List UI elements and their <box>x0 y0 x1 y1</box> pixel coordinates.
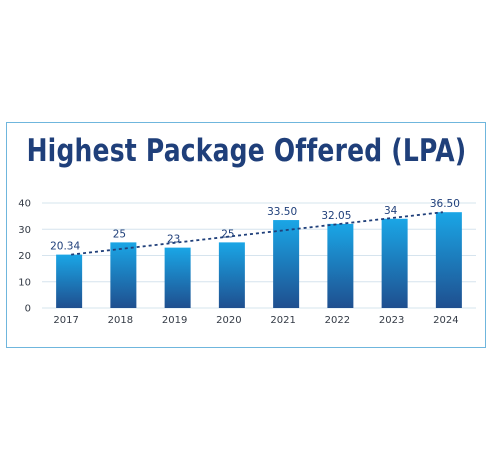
chart-title: Highest Package Offered (LPA) <box>26 132 467 169</box>
x-tick-label: 2018 <box>108 315 133 326</box>
bars <box>56 212 462 308</box>
bar-2022 <box>327 223 354 308</box>
x-tick-label: 2017 <box>53 315 78 326</box>
bar-2024 <box>435 212 462 308</box>
data-label: 23 <box>167 234 180 246</box>
bar-2019 <box>164 247 191 308</box>
data-label: 33.50 <box>267 206 297 218</box>
y-tick-label: 20 <box>18 251 31 262</box>
x-tick-label: 2021 <box>270 315 295 326</box>
y-tick-label: 10 <box>18 277 31 288</box>
x-axis: 2017 2018 2019 2020 2021 2022 2023 2024 <box>53 315 458 326</box>
bar-2023 <box>381 218 408 308</box>
x-tick-label: 2022 <box>325 315 350 326</box>
data-label: 25 <box>113 228 126 240</box>
data-label: 25 <box>221 228 234 240</box>
y-tick-label: 40 <box>18 199 31 210</box>
data-label: 32.05 <box>321 210 351 222</box>
data-labels: 20.34 25 23 25 33.50 32.05 34 36.50 <box>50 198 460 252</box>
x-tick-label: 2019 <box>162 315 187 326</box>
y-tick-label: 30 <box>18 225 31 236</box>
chart-frame <box>6 122 486 348</box>
y-tick-label: 0 <box>25 304 31 315</box>
bar-2017 <box>56 254 83 308</box>
bar-2021 <box>273 220 300 308</box>
data-label: 34 <box>384 205 398 217</box>
y-axis: 0 10 20 30 40 <box>18 199 31 315</box>
bar-2020 <box>218 242 245 308</box>
x-tick-label: 2020 <box>216 315 241 326</box>
bar-2018 <box>110 242 137 308</box>
trendline <box>71 211 443 256</box>
trendline-segment <box>71 211 443 256</box>
x-tick-label: 2024 <box>433 315 458 326</box>
data-label: 36.50 <box>430 198 460 210</box>
gridlines <box>42 202 476 309</box>
data-label: 20.34 <box>50 241 80 253</box>
x-tick-label: 2023 <box>379 315 404 326</box>
